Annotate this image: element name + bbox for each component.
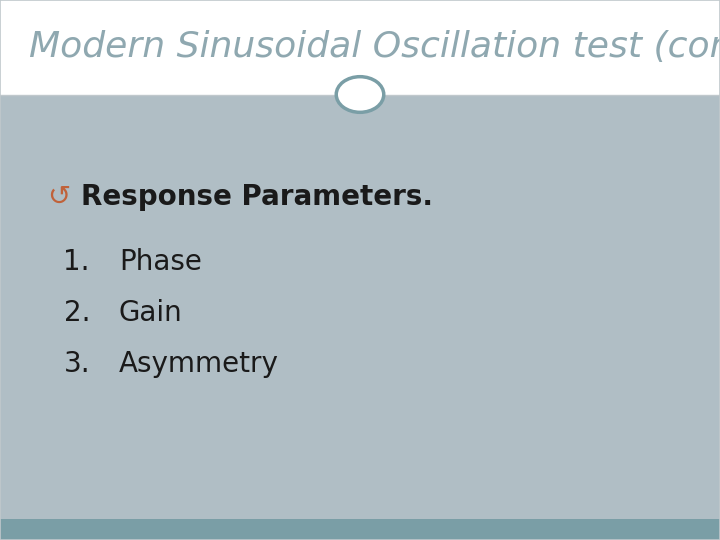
Text: Asymmetry: Asymmetry	[119, 350, 279, 379]
Bar	[0, 519, 720, 540]
Text: Phase: Phase	[119, 248, 202, 276]
Text: 2.: 2.	[63, 299, 90, 327]
Circle shape	[336, 77, 384, 112]
Text: 3.: 3.	[63, 350, 90, 379]
Text: Gain: Gain	[119, 299, 183, 327]
Bar	[0, 94, 720, 519]
Text: ↺: ↺	[47, 183, 70, 211]
Bar	[0, 0, 720, 94]
Text: Modern Sinusoidal Oscillation test (cont)...: Modern Sinusoidal Oscillation test (cont…	[29, 30, 720, 64]
Text: 1.: 1.	[63, 248, 90, 276]
Text: Response Parameters.: Response Parameters.	[81, 183, 433, 211]
